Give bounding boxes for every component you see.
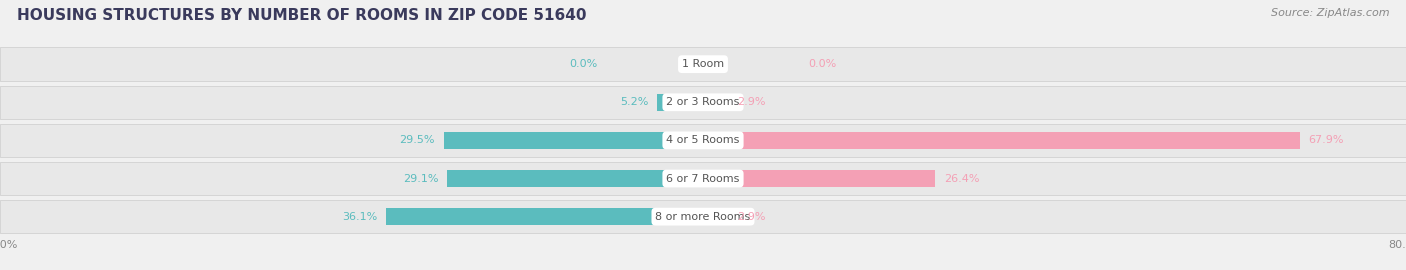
Bar — [0, 200, 1406, 233]
Text: Source: ZipAtlas.com: Source: ZipAtlas.com — [1271, 8, 1389, 18]
Text: 26.4%: 26.4% — [943, 174, 979, 184]
Bar — [703, 208, 728, 225]
Text: 2 or 3 Rooms: 2 or 3 Rooms — [666, 97, 740, 107]
Text: 0.0%: 0.0% — [569, 59, 598, 69]
Text: 5.2%: 5.2% — [620, 97, 648, 107]
Text: 2.9%: 2.9% — [737, 212, 766, 222]
Bar — [0, 162, 1406, 195]
Bar — [703, 132, 1299, 149]
Text: HOUSING STRUCTURES BY NUMBER OF ROOMS IN ZIP CODE 51640: HOUSING STRUCTURES BY NUMBER OF ROOMS IN… — [17, 8, 586, 23]
Text: 8 or more Rooms: 8 or more Rooms — [655, 212, 751, 222]
Bar — [0, 86, 1406, 119]
Text: 4 or 5 Rooms: 4 or 5 Rooms — [666, 135, 740, 146]
Text: 29.1%: 29.1% — [404, 174, 439, 184]
Bar — [0, 124, 1406, 157]
Bar — [447, 170, 703, 187]
Bar — [444, 132, 703, 149]
Text: 2.9%: 2.9% — [737, 97, 766, 107]
Bar — [0, 48, 1406, 81]
Bar — [657, 94, 703, 111]
Text: 6 or 7 Rooms: 6 or 7 Rooms — [666, 174, 740, 184]
Bar — [703, 170, 935, 187]
Text: 36.1%: 36.1% — [342, 212, 377, 222]
Bar — [385, 208, 703, 225]
Text: 67.9%: 67.9% — [1309, 135, 1344, 146]
Text: 0.0%: 0.0% — [808, 59, 837, 69]
Text: 29.5%: 29.5% — [399, 135, 434, 146]
Text: 1 Room: 1 Room — [682, 59, 724, 69]
Bar — [703, 94, 728, 111]
